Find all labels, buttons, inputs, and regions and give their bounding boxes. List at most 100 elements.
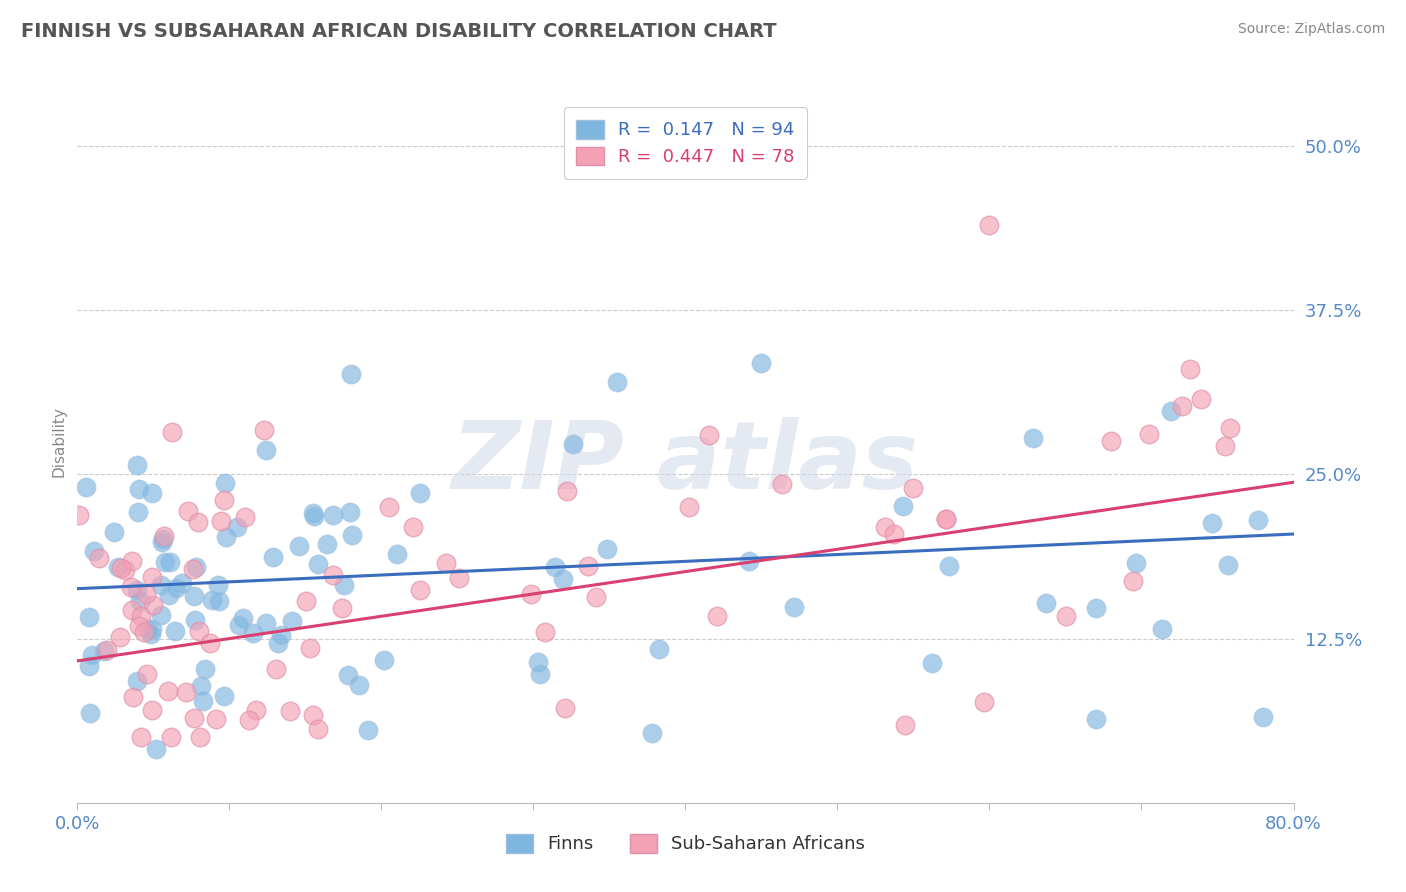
- Point: [136, 622, 159, 636]
- Point: [129, 730, 152, 744]
- Point: [205, 712, 228, 726]
- Point: [96, 642, 118, 657]
- Point: [110, 561, 132, 575]
- Point: [387, 547, 409, 561]
- Point: [544, 559, 567, 574]
- Text: ZIP atlas: ZIP atlas: [451, 417, 920, 509]
- Point: [214, 492, 236, 507]
- Point: [93, 644, 115, 658]
- Point: [891, 499, 914, 513]
- Point: [141, 570, 163, 584]
- Point: [408, 582, 430, 597]
- Point: [184, 560, 207, 574]
- Point: [120, 580, 142, 594]
- Point: [127, 505, 149, 519]
- Point: [938, 558, 960, 573]
- Point: [520, 587, 543, 601]
- Point: [75, 480, 97, 494]
- Point: [1160, 404, 1182, 418]
- Point: [245, 703, 267, 717]
- Point: [208, 594, 231, 608]
- Point: [145, 742, 167, 756]
- Point: [894, 718, 917, 732]
- Point: [183, 711, 205, 725]
- Point: [141, 703, 163, 717]
- Point: [187, 624, 209, 638]
- Point: [1216, 558, 1239, 573]
- Point: [201, 593, 224, 607]
- Point: [121, 690, 143, 705]
- Point: [183, 589, 205, 603]
- Point: [228, 618, 250, 632]
- Point: [153, 555, 176, 569]
- Point: [1219, 421, 1241, 435]
- Point: [340, 367, 363, 381]
- Point: [1125, 557, 1147, 571]
- Point: [212, 689, 235, 703]
- Point: [87, 551, 110, 566]
- Point: [79, 706, 101, 721]
- Point: [935, 512, 957, 526]
- Point: [402, 519, 425, 533]
- Point: [254, 442, 277, 457]
- Point: [596, 541, 619, 556]
- Point: [935, 512, 957, 526]
- Point: [339, 505, 361, 519]
- Point: [125, 583, 148, 598]
- Point: [576, 558, 599, 573]
- Point: [901, 481, 924, 495]
- Point: [134, 625, 156, 640]
- Point: [150, 535, 173, 549]
- Point: [357, 723, 380, 737]
- Point: [378, 500, 401, 514]
- Point: [200, 636, 222, 650]
- Point: [527, 655, 550, 669]
- Point: [1251, 710, 1274, 724]
- Point: [121, 603, 143, 617]
- Point: [330, 600, 353, 615]
- Point: [678, 500, 700, 515]
- Point: [83, 544, 105, 558]
- Point: [121, 554, 143, 568]
- Point: [254, 616, 277, 631]
- Point: [554, 700, 576, 714]
- Point: [128, 619, 150, 633]
- Point: [1213, 439, 1236, 453]
- Point: [177, 504, 200, 518]
- Point: [288, 540, 311, 554]
- Point: [783, 599, 806, 614]
- Point: [262, 550, 284, 565]
- Point: [114, 563, 136, 577]
- Point: [770, 476, 793, 491]
- Point: [209, 514, 232, 528]
- Point: [585, 591, 607, 605]
- Point: [307, 557, 329, 571]
- Point: [373, 653, 395, 667]
- Point: [1099, 434, 1122, 449]
- Point: [129, 609, 152, 624]
- Text: Source: ZipAtlas.com: Source: ZipAtlas.com: [1237, 22, 1385, 37]
- Point: [883, 527, 905, 541]
- Point: [1054, 608, 1077, 623]
- Point: [434, 557, 457, 571]
- Point: [135, 666, 157, 681]
- Point: [1085, 600, 1108, 615]
- Point: [640, 726, 662, 740]
- Point: [322, 508, 344, 522]
- Point: [163, 624, 186, 638]
- Point: [1085, 712, 1108, 726]
- Point: [194, 662, 217, 676]
- Point: [181, 561, 204, 575]
- Point: [302, 506, 325, 520]
- Point: [253, 423, 276, 437]
- Point: [150, 607, 173, 622]
- Text: FINNISH VS SUBSAHARAN AFRICAN DISABILITY CORRELATION CHART: FINNISH VS SUBSAHARAN AFRICAN DISABILITY…: [21, 22, 776, 41]
- Point: [141, 622, 163, 636]
- Point: [232, 611, 254, 625]
- Point: [242, 626, 264, 640]
- Point: [238, 714, 260, 728]
- Point: [67, 508, 90, 523]
- Point: [214, 475, 236, 490]
- Point: [1201, 516, 1223, 531]
- Point: [1189, 392, 1212, 407]
